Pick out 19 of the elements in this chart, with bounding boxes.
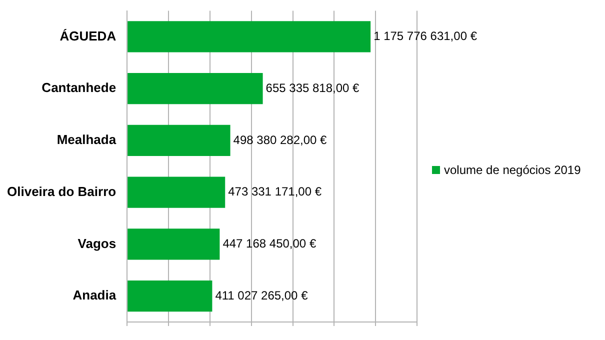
bar <box>128 228 220 260</box>
bar <box>128 73 263 104</box>
y-tick-label: Mealhada <box>56 132 117 148</box>
bar <box>128 280 212 312</box>
y-tick-label: Vagos <box>78 236 116 251</box>
data-label: 411 027 265,00 € <box>215 288 308 302</box>
y-tick-label: Anadia <box>72 288 117 303</box>
y-tick-label: ÁGUEDA <box>60 28 117 44</box>
bar <box>128 21 371 52</box>
bar <box>128 124 230 156</box>
data-label: 1 175 776 631,00 € <box>374 29 478 44</box>
y-tick-label: Cantanhede <box>42 80 116 96</box>
data-label: 498 380 282,00 € <box>233 132 328 147</box>
legend-label: volume de negócios 2019 <box>444 163 581 177</box>
data-label: 655 335 818,00 € <box>266 80 360 95</box>
y-tick-label: Oliveira do Bairro <box>6 184 116 199</box>
data-label: 447 168 450,00 € <box>222 236 316 251</box>
data-label: 473 331 171,00 € <box>228 184 322 199</box>
bar <box>128 176 226 208</box>
